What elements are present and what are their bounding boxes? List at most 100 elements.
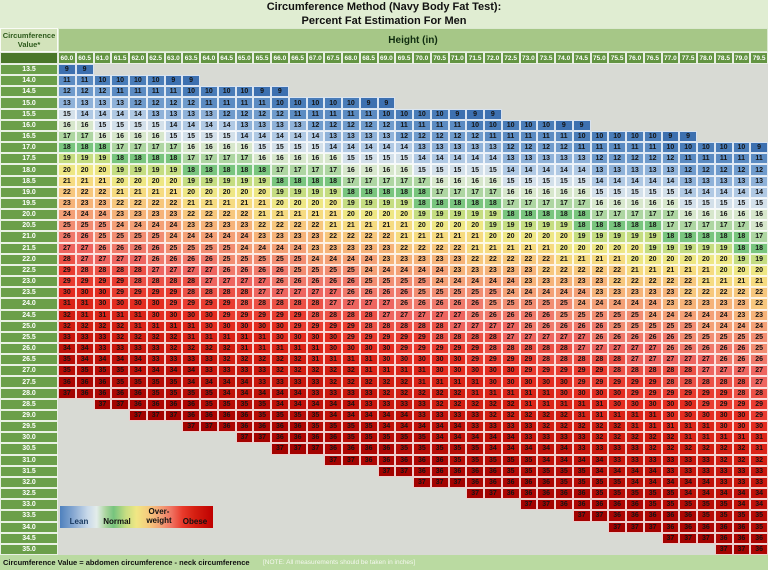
- value-cell: 24: [697, 320, 715, 332]
- value-cell: 27: [200, 276, 218, 288]
- value-cell: 32: [537, 409, 555, 422]
- value-cell: 28: [111, 264, 129, 277]
- value-cell: 28: [679, 365, 697, 377]
- value-cell: 23: [466, 264, 484, 277]
- value-cell: 37: [306, 443, 325, 455]
- value-cell: 35: [342, 421, 360, 433]
- value-cell: 10: [111, 75, 129, 87]
- value-cell: 34: [448, 421, 467, 433]
- value-cell: 34: [430, 421, 449, 433]
- column-header-cell: 64.5: [217, 52, 236, 64]
- value-cell: 18: [164, 153, 183, 165]
- empty-cell: [697, 97, 715, 108]
- value-cell: 23: [626, 287, 644, 299]
- value-cell: 21: [697, 276, 715, 288]
- value-cell: 11: [324, 108, 342, 120]
- value-cell: 29: [111, 276, 129, 288]
- value-cell: 27: [93, 253, 112, 265]
- empty-cell: [520, 86, 538, 97]
- value-cell: 22: [750, 287, 768, 299]
- empty-cell: [449, 488, 467, 499]
- value-cell: 24: [572, 287, 591, 299]
- empty-cell: [94, 466, 112, 477]
- value-cell: 12: [430, 130, 449, 143]
- value-cell: 16: [697, 209, 715, 221]
- empty-cell: [218, 510, 236, 521]
- value-cell: 33: [555, 432, 573, 444]
- empty-cell: [378, 510, 396, 521]
- value-cell: 34: [626, 476, 644, 489]
- value-cell: 30: [714, 409, 733, 422]
- value-cell: 25: [111, 231, 129, 243]
- empty-cell: [94, 488, 112, 499]
- value-cell: 18: [750, 242, 768, 254]
- value-cell: 31: [75, 309, 94, 321]
- value-cell: 12: [413, 130, 431, 143]
- empty-cell: [395, 544, 413, 555]
- value-cell: 24: [732, 320, 751, 332]
- column-header-cell: 70.0: [413, 52, 431, 64]
- value-cell: 28: [182, 276, 200, 288]
- value-cell: 31: [537, 398, 555, 410]
- value-cell: 23: [271, 231, 289, 243]
- value-cell: 29: [590, 376, 609, 388]
- value-cell: 24: [75, 209, 94, 221]
- value-cell: 26: [448, 298, 467, 310]
- value-cell: 20: [537, 231, 555, 243]
- value-cell: 30: [448, 354, 467, 366]
- value-cell: 17: [271, 164, 289, 176]
- value-cell: 32: [661, 432, 680, 444]
- value-cell: 26: [626, 331, 644, 343]
- value-cell: 36: [448, 465, 467, 477]
- value-cell: 16: [93, 130, 112, 143]
- value-cell: 27: [377, 298, 396, 310]
- value-cell: 29: [377, 331, 396, 343]
- value-cell: 35: [75, 365, 94, 377]
- value-cell: 12: [555, 142, 573, 154]
- value-cell: 29: [626, 387, 644, 399]
- value-cell: 18: [129, 153, 147, 165]
- value-cell: 31: [413, 365, 431, 377]
- value-cell: 23: [58, 197, 76, 210]
- row-header-cell: 32.5: [0, 488, 58, 500]
- value-cell: 21: [288, 209, 307, 221]
- value-cell: 20: [288, 197, 307, 210]
- value-cell: 29: [217, 298, 236, 310]
- empty-cell: [94, 410, 112, 421]
- value-cell: 17: [75, 130, 94, 143]
- value-cell: 34: [217, 376, 236, 388]
- empty-cell: [466, 64, 484, 75]
- value-cell: 24: [501, 276, 520, 288]
- value-cell: 27: [626, 342, 644, 355]
- value-cell: 10: [377, 108, 396, 120]
- value-cell: 34: [537, 443, 555, 455]
- empty-cell: [236, 544, 254, 555]
- empty-cell: [466, 86, 484, 97]
- empty-cell: [697, 86, 715, 97]
- value-cell: 28: [359, 309, 378, 321]
- value-cell: 18: [537, 209, 555, 221]
- value-cell: 35: [200, 398, 218, 410]
- value-cell: 37: [448, 476, 467, 489]
- value-cell: 12: [377, 119, 396, 131]
- value-cell: 28: [146, 276, 165, 288]
- value-cell: 18: [572, 220, 591, 232]
- value-cell: 21: [253, 209, 271, 221]
- value-cell: 37: [288, 443, 307, 455]
- value-cell: 17: [501, 197, 520, 210]
- value-cell: 25: [129, 231, 147, 243]
- value-cell: 28: [661, 376, 680, 388]
- value-cell: 10: [466, 119, 484, 131]
- value-cell: 9: [164, 75, 183, 87]
- row-header-cell: 26.0: [0, 342, 58, 355]
- value-cell: 23: [359, 242, 378, 254]
- value-cell: 16: [75, 119, 94, 131]
- value-cell: 27: [111, 253, 129, 265]
- empty-cell: [200, 466, 218, 477]
- value-cell: 33: [200, 354, 218, 366]
- value-cell: 27: [501, 331, 520, 343]
- value-cell: 31: [466, 376, 484, 388]
- value-cell: 36: [253, 421, 271, 433]
- value-cell: 24: [572, 298, 591, 310]
- empty-cell: [182, 488, 200, 499]
